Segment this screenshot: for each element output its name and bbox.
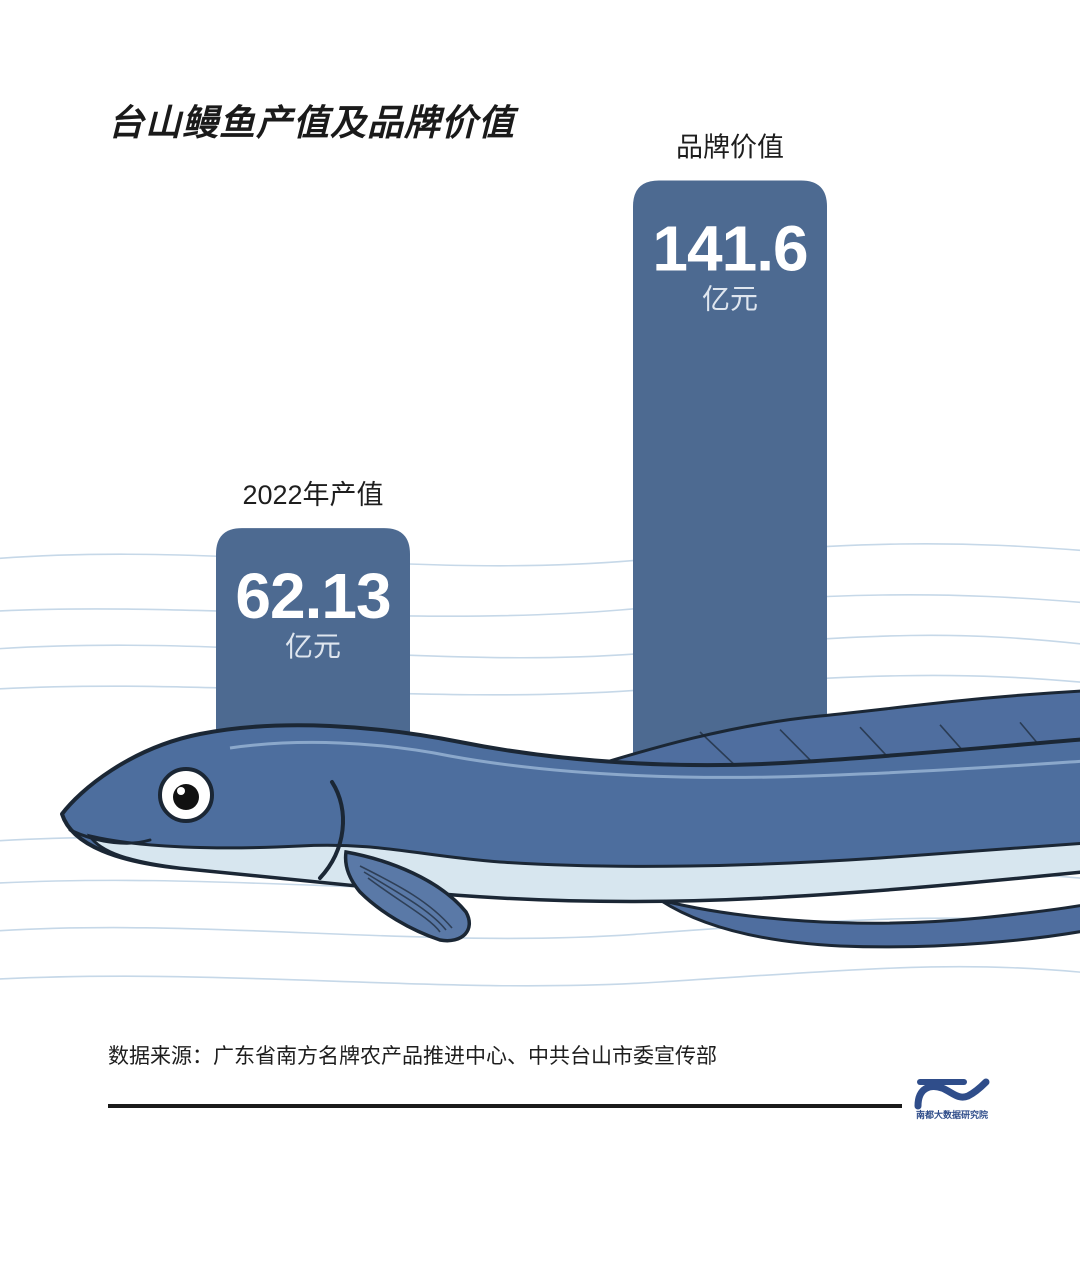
bar [633,180,827,800]
mouth-line [68,828,152,845]
pectoral-fin-ray [363,871,447,931]
data-source: 数据来源：广东省南方名牌农产品推进中心、中共台山市委宣传部 [108,1044,717,1068]
logo-text: 南都大数据研究院 [915,1111,988,1121]
water-line [0,965,1080,987]
eel-pupil [173,784,199,810]
pectoral-fin-ray [359,865,453,929]
value-label: 141.6 [652,213,807,285]
water-line [0,674,1080,696]
unit-label: 亿元 [285,631,341,662]
category-label: 2022年产值 [242,480,383,510]
value-label: 62.13 [235,560,390,632]
water-line [0,543,1080,567]
eel-eye-glint [177,787,185,795]
eel-illustration [60,689,1080,949]
category-label: 品牌价值 [676,133,784,163]
gill-line [318,780,345,880]
brand-logo: 南都大数据研究院 [912,1078,992,1126]
wave-logo-icon [914,1078,990,1110]
water-line [0,594,1080,618]
pectoral-fin-ray [367,877,441,933]
ventral-fin [659,898,1080,949]
eel-highlight [229,740,1080,779]
chart-title: 台山鳗鱼产值及品牌价值 [108,103,516,144]
unit-label: 亿元 [702,284,758,315]
divider-line [108,1104,902,1108]
water-line [0,634,1080,659]
